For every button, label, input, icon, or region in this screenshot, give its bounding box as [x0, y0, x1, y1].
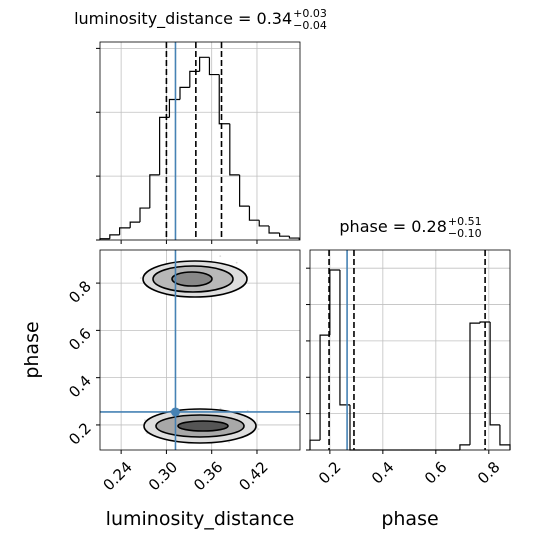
title-sub: −0.04 — [293, 19, 327, 32]
histogram-step — [279, 232, 290, 237]
x-axis-label: phase — [381, 508, 438, 530]
panel-title: phase = 0.28 — [339, 217, 446, 236]
sample-dot — [144, 419, 146, 421]
panel-frame — [99, 41, 301, 241]
histogram-step — [319, 334, 330, 441]
histogram-step — [239, 174, 250, 207]
sample-dot — [219, 407, 222, 410]
histogram-step — [229, 123, 240, 176]
histogram-step — [268, 225, 280, 234]
y-axis-label: phase — [21, 321, 43, 378]
histogram-step — [479, 321, 491, 324]
contour-inner — [177, 420, 229, 432]
histogram-step — [469, 322, 481, 445]
title-sup: +0.03 — [293, 7, 327, 20]
x-axis-label: luminosity_distance — [106, 508, 295, 530]
histogram-step — [139, 207, 150, 223]
histogram-step — [168, 98, 180, 118]
histogram-step — [119, 227, 131, 235]
histogram-step — [129, 221, 140, 228]
contours — [142, 260, 257, 444]
title-sub: −0.10 — [448, 227, 482, 240]
histogram-step — [199, 56, 210, 72]
sample-dot — [228, 441, 231, 444]
sample-dot — [219, 255, 222, 257]
histogram-step — [208, 57, 220, 76]
sample-dot — [235, 261, 238, 264]
sample-dot — [139, 277, 142, 279]
panel-frame — [309, 249, 511, 451]
histogram-step — [288, 236, 300, 240]
panel-frame — [99, 249, 301, 451]
histogram-step — [459, 444, 470, 450]
panel-title: luminosity_distance = 0.34 — [74, 9, 292, 29]
histogram-step — [179, 86, 190, 100]
histogram-step — [248, 206, 260, 221]
histogram-step — [489, 322, 500, 426]
truth-point — [170, 407, 180, 417]
contour-inner — [171, 271, 213, 287]
histogram-step — [109, 234, 120, 239]
title-sup: +0.51 — [448, 215, 482, 228]
histogram-step — [258, 220, 270, 227]
histogram-step — [149, 174, 160, 209]
histogram-step — [218, 74, 230, 125]
sample-dot — [257, 428, 260, 430]
